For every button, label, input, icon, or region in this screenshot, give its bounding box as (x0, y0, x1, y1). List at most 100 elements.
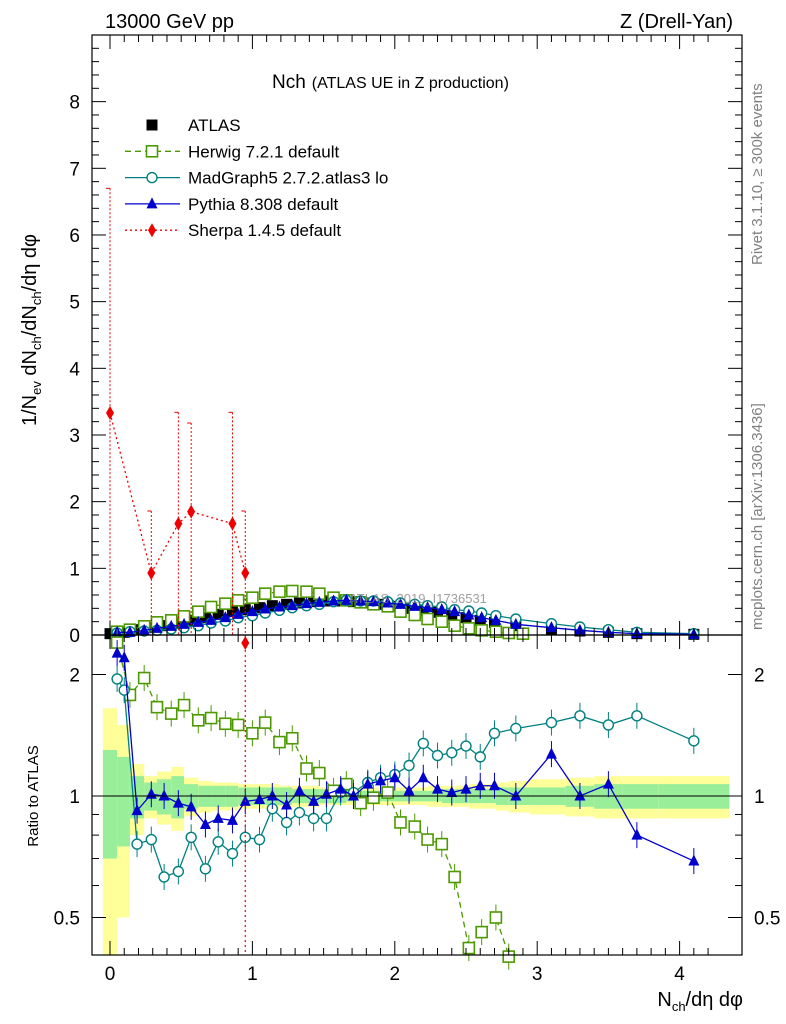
main-data-point (258, 587, 272, 600)
main-data-point (266, 600, 278, 612)
main-data-point (178, 617, 190, 629)
main-data-point (204, 600, 218, 614)
main-y-tick-label: 6 (69, 226, 80, 247)
ratio-data-point (172, 865, 185, 878)
ratio-series-3 (241, 635, 250, 955)
ratio-data-point (488, 779, 500, 791)
ratio-data-point (417, 737, 429, 750)
ratio-data-point (258, 716, 272, 729)
ratio-series-group (110, 629, 700, 970)
ratio-data-point (307, 812, 320, 825)
legend-label: Sherpa 1.4.5 default (188, 221, 341, 240)
ratio-data-point (164, 707, 178, 720)
main-data-point (124, 625, 136, 637)
ratio-y-tick-label-right: 2 (754, 666, 765, 687)
ratio-data-point (574, 789, 586, 801)
ratio-data-point (348, 789, 360, 801)
main-data-point (138, 623, 150, 635)
main-data-point (158, 620, 170, 632)
main-data-point (463, 608, 475, 620)
watermark: ATLAS_2019_I1736531 (349, 591, 487, 606)
main-data-point (476, 611, 488, 623)
ratio-data-point (313, 766, 326, 780)
ratio-data-point (172, 796, 184, 808)
main-data-point (421, 612, 434, 626)
main-data-point (394, 597, 406, 609)
main-y-tick-label: 2 (69, 493, 80, 514)
main-y-tick-label: 5 (69, 293, 80, 314)
ratio-data-point (293, 784, 305, 796)
ratio-data-point (602, 777, 614, 789)
ratio-data-point (510, 722, 522, 735)
main-data-point (174, 516, 183, 531)
main-series-4 (106, 187, 250, 635)
side-text-rivet: Rivet 3.1.10, ≥ 300k events (749, 83, 766, 265)
legend-label: MadGraph5 2.7.2.atlas3 lo (188, 169, 388, 188)
ratio-data-point (137, 671, 151, 685)
ratio-data-point (462, 941, 476, 955)
main-data-point (489, 625, 503, 638)
ratio-data-point (212, 811, 224, 823)
ratio-data-point (435, 837, 449, 851)
ratio-data-point (185, 831, 197, 844)
main-data-point (232, 607, 244, 619)
main-data-point (273, 585, 286, 598)
chart-title-main: Nch (272, 72, 306, 93)
ratio-data-point (510, 789, 522, 801)
ratio-data-point (254, 793, 266, 805)
ratio-data-point (150, 700, 164, 714)
ratio-data-point (246, 727, 259, 740)
main-data-point (246, 591, 259, 604)
ratio-data-point (199, 863, 212, 875)
ratio-data-point (631, 710, 643, 722)
main-data-point (205, 613, 217, 625)
main-data-point (226, 606, 238, 618)
main-data-point (165, 619, 177, 631)
chart-subtitle: (ATLAS UE in Z production) (312, 75, 509, 92)
ratio-data-point (460, 782, 472, 794)
ratio-data-point (273, 735, 286, 749)
ratio-series-line (116, 652, 695, 862)
main-data-point (308, 596, 320, 608)
ratio-data-point (474, 751, 486, 763)
main-data-point (375, 598, 387, 610)
main-data-point (192, 615, 204, 627)
ratio-data-point (111, 673, 123, 685)
main-data-point (422, 601, 434, 613)
ratio-series-1 (111, 665, 700, 890)
ratio-data-point (417, 771, 429, 783)
ratio-data-point (226, 847, 239, 860)
ratio-data-point (191, 714, 205, 727)
main-data-point (475, 624, 488, 637)
legend-marker (146, 171, 158, 184)
ratio-data-point (475, 925, 488, 939)
ratio-data-point (239, 831, 251, 844)
header-process: Z (Drell-Yan) (620, 11, 733, 33)
ratio-data-point (280, 816, 293, 829)
main-data-point (241, 565, 250, 580)
ratio-data-point (474, 779, 486, 791)
ratio-data-point (320, 812, 333, 825)
main-data-point (300, 585, 313, 598)
ratio-data-point (111, 646, 123, 658)
x-axis-label: Nch/dη dφ (657, 989, 743, 1014)
main-data-point (355, 594, 367, 606)
main-y-tick-label: 0 (69, 626, 80, 647)
ratio-data-point (185, 800, 197, 812)
x-tick-label: 2 (390, 964, 401, 985)
main-data-point (367, 595, 379, 607)
ratio-data-point (488, 727, 501, 740)
ratio-data-point (177, 698, 191, 712)
main-data-point (231, 594, 245, 607)
main-data-point (246, 605, 258, 617)
ratio-data-point (118, 651, 130, 663)
main-data-point (408, 608, 422, 622)
x-tick-label: 3 (532, 964, 543, 985)
main-data-point (219, 597, 232, 610)
main-data-point (313, 595, 325, 607)
main-data-point (328, 594, 340, 606)
ratio-data-point (448, 870, 461, 884)
main-series-group (104, 187, 700, 640)
ratio-data-point (446, 786, 458, 798)
axes-group: 0 1 2 3 4 5 6 7 8 0 1 2 3 4 0.5 0.5 1 1 2 2 (54, 34, 780, 985)
